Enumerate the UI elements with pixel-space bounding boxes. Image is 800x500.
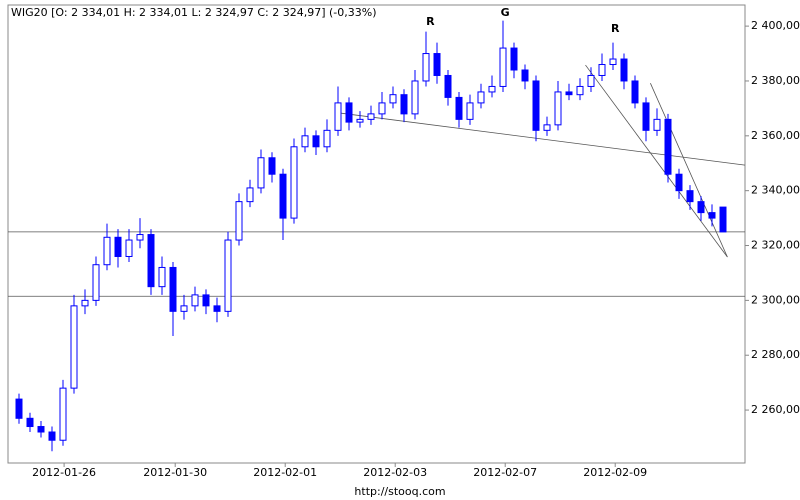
x-tick-label: 2012-01-30: [143, 466, 207, 479]
y-tick-label: 2 400,00: [751, 19, 800, 32]
candle-body: [411, 80, 419, 115]
candle-body: [191, 294, 199, 307]
candle-body: [59, 387, 67, 441]
candle-body: [103, 236, 111, 266]
plot-frame: [7, 4, 746, 464]
candle-body: [136, 234, 144, 241]
candle-body: [202, 294, 210, 307]
trend-line: [340, 112, 746, 166]
candle-body: [268, 157, 276, 175]
candle-body: [653, 118, 661, 131]
candle-body: [389, 94, 397, 104]
candle-body: [620, 58, 628, 82]
y-tick-label: 2 340,00: [751, 184, 800, 197]
candle-body: [125, 239, 133, 257]
candle-body: [565, 91, 573, 96]
candle-body: [554, 91, 562, 126]
y-tick-label: 2 280,00: [751, 348, 800, 361]
y-tick-label: 2 380,00: [751, 74, 800, 87]
candle-body: [323, 129, 331, 148]
candle-body: [708, 212, 716, 219]
candle-body: [213, 305, 221, 312]
candle-body: [477, 91, 485, 104]
candle-body: [521, 69, 529, 82]
candle-body: [378, 102, 386, 115]
candle-body: [26, 417, 34, 428]
candle-body: [675, 173, 683, 192]
candle-body: [147, 234, 155, 288]
x-tick-label: 2012-02-07: [473, 466, 537, 479]
x-tick-label: 2012-02-09: [583, 466, 647, 479]
annotation: R: [426, 15, 435, 28]
candle-body: [664, 118, 672, 175]
candle-body: [400, 94, 408, 115]
candle-body: [455, 96, 463, 120]
candle-body: [499, 47, 507, 87]
candle-body: [37, 426, 45, 433]
x-tick-label: 2012-01-26: [32, 466, 96, 479]
candle-body: [224, 239, 232, 312]
candle-body: [598, 64, 606, 76]
candle-body: [609, 58, 617, 66]
x-tick-label: 2012-02-03: [363, 466, 427, 479]
candle-body: [48, 431, 56, 441]
candle-body: [631, 80, 639, 104]
candle-body: [257, 157, 265, 189]
candle-body: [279, 173, 287, 219]
candle-body: [235, 201, 243, 241]
annotation: R: [611, 22, 620, 35]
candle-body: [697, 201, 705, 214]
candle-body: [15, 398, 23, 419]
candle-body: [114, 236, 122, 257]
candle-body: [466, 102, 474, 120]
candle-body: [587, 74, 595, 87]
candle-body: [301, 135, 309, 148]
source: http://stooq.com: [354, 485, 445, 498]
candle-body: [70, 305, 78, 389]
candle-body: [719, 206, 727, 233]
y-tick-label: 2 260,00: [751, 403, 800, 416]
y-tick-label: 2 320,00: [751, 239, 800, 252]
candle-body: [510, 47, 518, 71]
annotation: G: [501, 6, 510, 19]
x-tick-label: 2012-02-01: [253, 466, 317, 479]
candle-body: [444, 74, 452, 98]
candle-body: [356, 118, 364, 123]
candle-body: [422, 53, 430, 82]
candle-body: [576, 85, 584, 96]
candle-body: [345, 102, 353, 123]
trend-line: [585, 64, 728, 258]
candle-body: [92, 264, 100, 301]
y-tick-label: 2 360,00: [751, 129, 800, 142]
candle-body: [180, 305, 188, 312]
candle-body: [686, 190, 694, 203]
candle-body: [169, 266, 177, 312]
trend-line: [650, 82, 728, 258]
candle-body: [246, 187, 254, 203]
candle-body: [367, 113, 375, 120]
candle-body: [290, 146, 298, 219]
candle-body: [158, 266, 166, 288]
candle-body: [642, 102, 650, 131]
candle-body: [532, 80, 540, 131]
candle-body: [433, 53, 441, 76]
chart-title: WIG20 [O: 2 334,01 H: 2 334,01 L: 2 324,…: [11, 6, 377, 19]
candle-body: [334, 102, 342, 131]
candle-body: [543, 124, 551, 131]
candle-body: [488, 85, 496, 93]
candle-body: [81, 299, 89, 307]
y-tick-label: 2 300,00: [751, 293, 800, 306]
candle-body: [312, 135, 320, 148]
